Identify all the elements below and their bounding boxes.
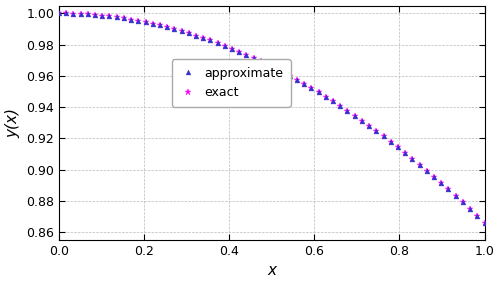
approximate <box>164 26 170 29</box>
approximate <box>482 221 488 224</box>
Line: exact: exact <box>56 10 488 226</box>
exact <box>193 34 199 37</box>
exact <box>128 18 134 21</box>
exact <box>164 26 170 29</box>
exact <box>482 221 488 224</box>
exact <box>323 95 329 99</box>
X-axis label: x: x <box>267 264 276 278</box>
Line: approximate: approximate <box>56 11 487 225</box>
exact <box>200 36 206 40</box>
Legend: approximate, exact: approximate, exact <box>172 59 290 106</box>
approximate <box>128 18 134 21</box>
exact <box>56 12 62 15</box>
approximate <box>193 34 199 37</box>
approximate <box>200 36 206 40</box>
approximate <box>178 30 184 33</box>
Y-axis label: y(x): y(x) <box>6 108 20 138</box>
exact <box>178 30 184 33</box>
approximate <box>323 95 329 99</box>
approximate <box>56 12 62 15</box>
